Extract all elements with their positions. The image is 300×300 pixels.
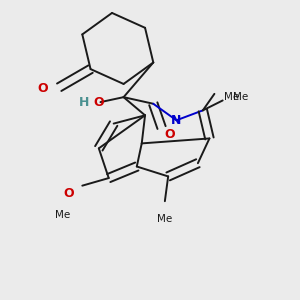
Text: Me: Me	[224, 92, 240, 102]
Text: Me: Me	[157, 214, 172, 224]
Text: O: O	[38, 82, 48, 95]
Text: O: O	[93, 96, 104, 109]
Text: O: O	[164, 128, 175, 141]
Text: H: H	[79, 96, 89, 109]
Text: N: N	[171, 114, 182, 127]
Text: O: O	[64, 187, 74, 200]
Text: Me: Me	[232, 92, 248, 102]
Text: Me: Me	[55, 210, 70, 220]
